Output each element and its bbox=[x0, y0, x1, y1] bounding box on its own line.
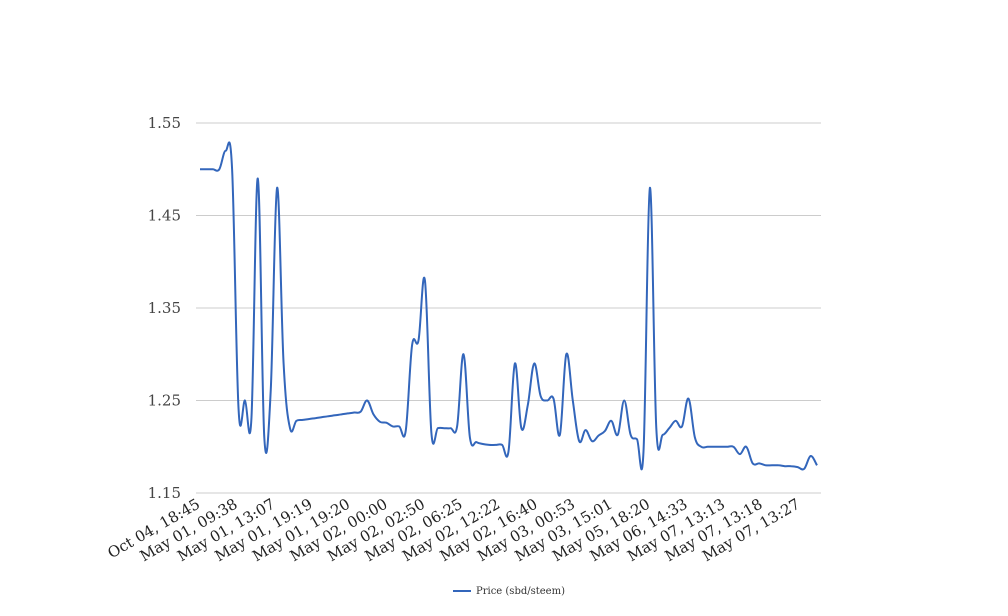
y-tick-label: 1.35 bbox=[148, 299, 181, 317]
gridlines bbox=[196, 122, 821, 494]
y-tick-label: 1.15 bbox=[148, 484, 181, 502]
y-axis-ticks: 1.55 1.45 1.35 1.25 1.15 bbox=[148, 114, 181, 502]
legend: Price (sbd/steem) bbox=[453, 586, 565, 597]
y-tick-label: 1.25 bbox=[148, 392, 181, 410]
series-line-price bbox=[200, 141, 818, 471]
y-tick-label: 1.55 bbox=[148, 114, 181, 132]
legend-label: Price (sbd/steem) bbox=[476, 586, 565, 597]
y-tick-label: 1.45 bbox=[148, 207, 181, 225]
